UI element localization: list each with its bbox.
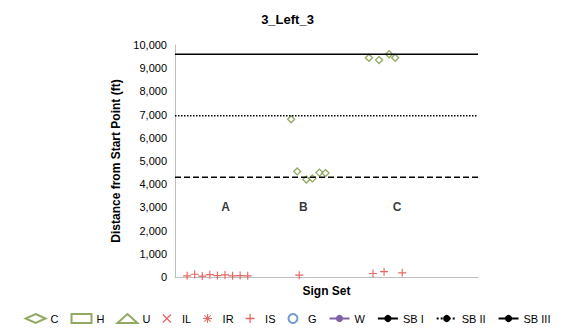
svg-text:0: 0 [161, 271, 167, 283]
svg-text:3_Left_3: 3_Left_3 [261, 12, 314, 27]
svg-text:5,000: 5,000 [139, 155, 167, 167]
svg-text:SB III: SB III [524, 313, 551, 325]
svg-text:B: B [299, 200, 308, 214]
svg-text:IS: IS [265, 313, 275, 325]
svg-text:1,000: 1,000 [139, 248, 167, 260]
svg-text:SB II: SB II [462, 313, 486, 325]
svg-text:Sign Set: Sign Set [302, 284, 350, 298]
svg-text:Distance from Start Point (ft): Distance from Start Point (ft) [109, 79, 123, 242]
svg-text:SB I: SB I [403, 313, 424, 325]
svg-text:3,000: 3,000 [139, 201, 167, 213]
svg-text:8,000: 8,000 [139, 85, 167, 97]
svg-text:7,000: 7,000 [139, 109, 167, 121]
svg-text:C: C [51, 313, 59, 325]
svg-text:IR: IR [223, 313, 234, 325]
svg-text:2,000: 2,000 [139, 225, 167, 237]
svg-text:6,000: 6,000 [139, 132, 167, 144]
svg-text:C: C [393, 200, 402, 214]
svg-text:W: W [355, 313, 366, 325]
svg-text:A: A [221, 200, 230, 214]
svg-text:U: U [142, 313, 150, 325]
svg-text:10,000: 10,000 [133, 39, 167, 51]
svg-text:H: H [97, 313, 105, 325]
svg-text:IL: IL [182, 313, 191, 325]
svg-text:4,000: 4,000 [139, 178, 167, 190]
svg-text:9,000: 9,000 [139, 62, 167, 74]
svg-text:G: G [308, 313, 317, 325]
